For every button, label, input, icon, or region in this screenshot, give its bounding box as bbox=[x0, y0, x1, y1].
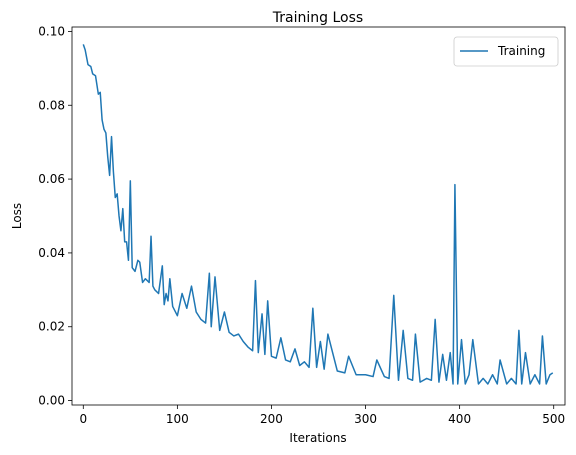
x-axis: 0 100 200 300 400 500 bbox=[79, 405, 565, 426]
legend-label: Training bbox=[497, 44, 545, 58]
x-axis-label: Iterations bbox=[289, 431, 346, 445]
y-axis: 0.00 0.02 0.04 0.06 0.08 0.10 bbox=[38, 24, 72, 408]
x-tick-label: 500 bbox=[542, 412, 565, 426]
y-tick-label: 0.10 bbox=[38, 24, 65, 38]
x-tick-label: 100 bbox=[166, 412, 189, 426]
x-tick-label: 200 bbox=[260, 412, 283, 426]
plot-area bbox=[82, 44, 554, 385]
x-tick-label: 300 bbox=[354, 412, 377, 426]
y-tick-label: 0.08 bbox=[38, 98, 65, 112]
x-tick-label: 400 bbox=[448, 412, 471, 426]
y-tick-label: 0.00 bbox=[38, 394, 65, 408]
y-tick-label: 0.02 bbox=[38, 320, 65, 334]
y-axis-label: Loss bbox=[10, 203, 24, 229]
y-tick-label: 0.06 bbox=[38, 172, 65, 186]
legend-frame bbox=[453, 36, 559, 67]
axes-frame bbox=[71, 26, 566, 406]
y-tick-label: 0.04 bbox=[38, 246, 65, 260]
series-line-training bbox=[82, 44, 554, 385]
chart-title: Training Loss bbox=[272, 10, 363, 26]
x-tick-label: 0 bbox=[79, 412, 87, 426]
legend: Training bbox=[453, 36, 559, 67]
